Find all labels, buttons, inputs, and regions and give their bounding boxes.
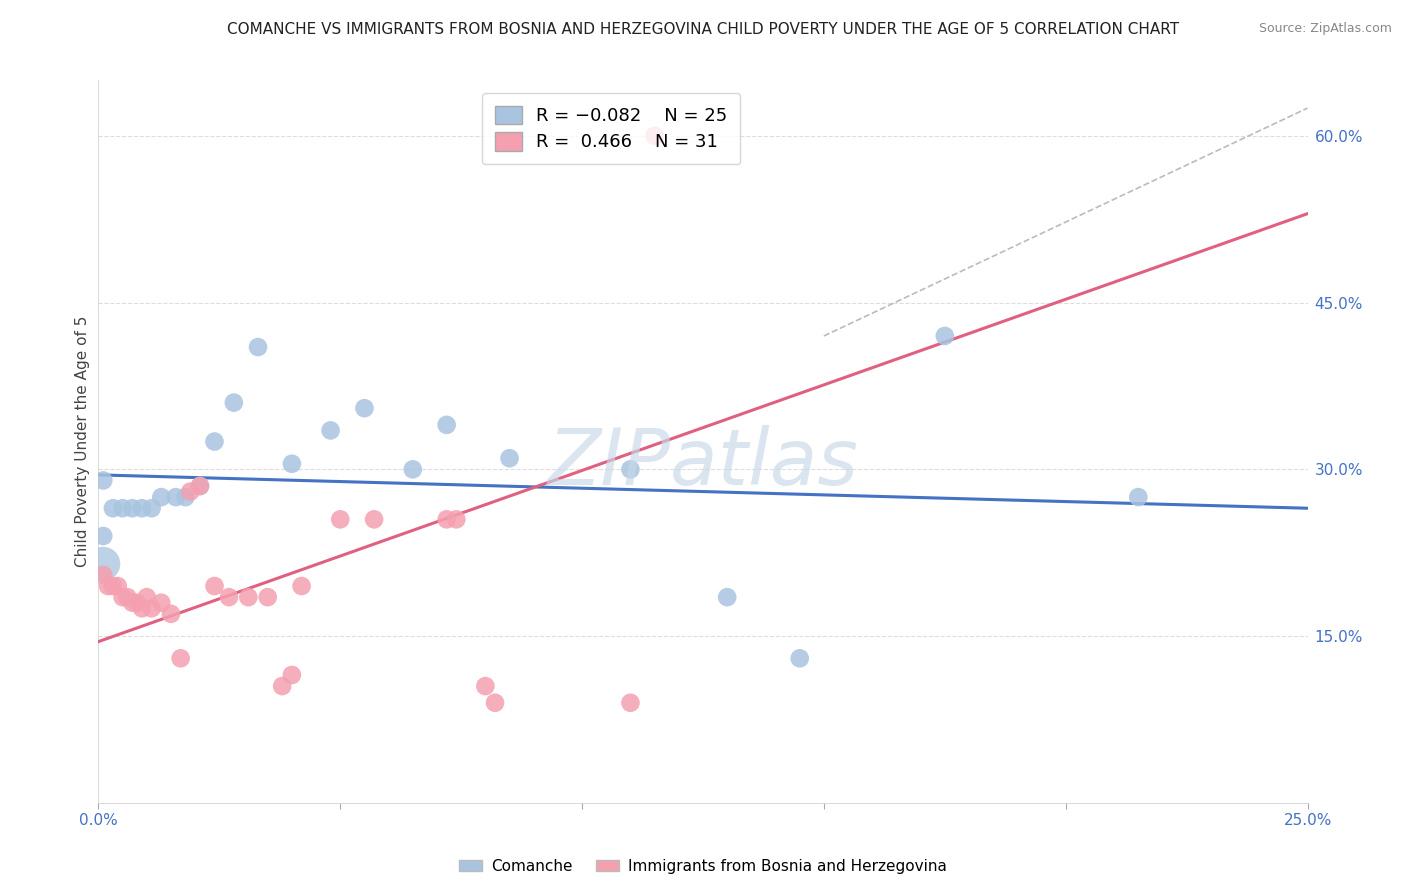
Point (498, 451, 520, 466)
Point (363, 512, 385, 526)
Point (91, 557, 114, 571)
Point (281, 457, 304, 471)
Point (179, 484, 201, 499)
Point (121, 596, 143, 610)
Point (150, 490, 173, 504)
Legend: R = −0.082    N = 25, R =  0.466    N = 31: R = −0.082 N = 25, R = 0.466 N = 31 (482, 93, 741, 164)
Point (169, 651, 191, 665)
Point (127, 596, 149, 610)
Point (1128, 490, 1150, 504)
Point (446, 512, 468, 526)
Point (256, 590, 278, 604)
Point (436, 417, 458, 432)
Point (131, 601, 153, 615)
Point (222, 395, 245, 409)
Point (165, 490, 187, 504)
Point (91, 568, 114, 582)
Point (101, 579, 124, 593)
Text: COMANCHE VS IMMIGRANTS FROM BOSNIA AND HERZEGOVINA CHILD POVERTY UNDER THE AGE O: COMANCHE VS IMMIGRANTS FROM BOSNIA AND H… (226, 22, 1180, 37)
Point (329, 512, 352, 526)
Point (353, 401, 375, 416)
Point (131, 501, 153, 516)
Y-axis label: Child Poverty Under the Age of 5: Child Poverty Under the Age of 5 (75, 316, 90, 567)
Text: Source: ZipAtlas.com: Source: ZipAtlas.com (1258, 22, 1392, 36)
Point (141, 501, 163, 516)
Point (319, 424, 342, 438)
Point (174, 490, 197, 504)
Point (934, 329, 956, 343)
Point (111, 501, 134, 516)
Point (474, 679, 496, 693)
Legend: Comanche, Immigrants from Bosnia and Herzegovina: Comanche, Immigrants from Bosnia and Her… (453, 853, 953, 880)
Point (619, 462, 641, 476)
Point (188, 479, 211, 493)
Point (150, 596, 173, 610)
Point (204, 434, 226, 449)
Point (789, 651, 811, 665)
Point (91, 474, 114, 488)
Point (247, 340, 270, 354)
Point (117, 590, 139, 604)
Point (281, 668, 304, 682)
Point (121, 501, 143, 516)
Point (436, 512, 458, 526)
Point (107, 579, 129, 593)
Point (135, 590, 157, 604)
Point (188, 479, 211, 493)
Point (101, 501, 124, 516)
Point (111, 590, 134, 604)
Text: ZIPatlas: ZIPatlas (547, 425, 859, 501)
Point (218, 590, 240, 604)
Point (160, 607, 183, 621)
Point (97, 579, 120, 593)
Point (91, 529, 114, 543)
Point (204, 579, 226, 593)
Point (644, 128, 666, 143)
Point (716, 590, 738, 604)
Point (141, 601, 163, 615)
Point (484, 696, 506, 710)
Point (402, 462, 425, 476)
Point (290, 579, 312, 593)
Point (238, 590, 260, 604)
Point (619, 696, 641, 710)
Point (271, 679, 294, 693)
